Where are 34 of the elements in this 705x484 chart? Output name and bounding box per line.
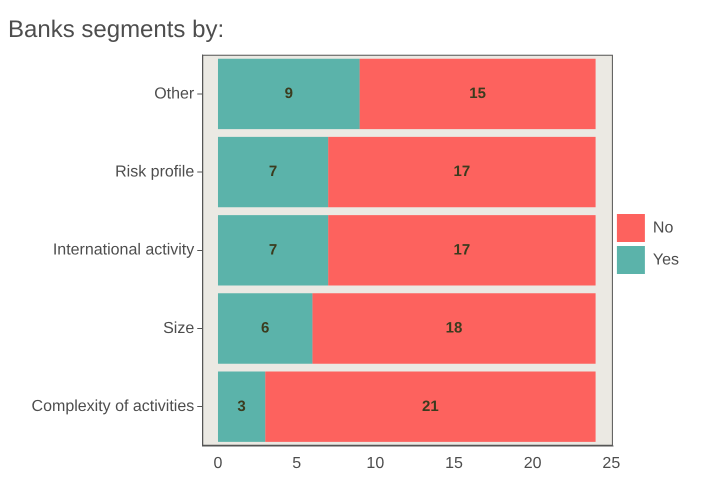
data-label: 21 bbox=[422, 398, 439, 415]
y-tick-label: Complexity of activities bbox=[32, 398, 194, 416]
y-tick-label: Risk profile bbox=[115, 164, 194, 181]
x-tick-label: 20 bbox=[524, 454, 542, 472]
data-label: 7 bbox=[268, 241, 278, 258]
x-tick-label: 0 bbox=[214, 454, 223, 472]
x-tick-label: 10 bbox=[366, 454, 384, 472]
bar bbox=[265, 372, 596, 442]
y-tick-label: Other bbox=[154, 85, 195, 102]
y-tick-label: Size bbox=[163, 320, 194, 337]
legend-label: Yes bbox=[652, 251, 680, 268]
bar bbox=[328, 215, 596, 286]
data-label: 6 bbox=[261, 320, 270, 337]
bar bbox=[312, 293, 596, 364]
bar bbox=[218, 136, 328, 208]
data-label: 15 bbox=[469, 85, 486, 102]
bar bbox=[360, 58, 596, 130]
bar bbox=[218, 293, 312, 364]
bar bbox=[218, 372, 266, 442]
x-tick-label: 25 bbox=[602, 454, 620, 472]
x-tick-label: 5 bbox=[292, 454, 302, 472]
bar bbox=[218, 215, 328, 286]
data-label: 9 bbox=[284, 85, 293, 102]
data-label: 17 bbox=[454, 163, 470, 180]
data-label: 7 bbox=[268, 163, 278, 180]
x-tick-label: 15 bbox=[445, 454, 463, 472]
chart-title: Banks segments by: bbox=[8, 16, 224, 44]
bar bbox=[328, 136, 596, 208]
data-label: 18 bbox=[446, 320, 462, 337]
legend-label: No bbox=[652, 219, 674, 236]
data-label: 3 bbox=[237, 398, 246, 415]
bar bbox=[218, 58, 360, 130]
y-tick-label: International activity bbox=[52, 242, 194, 259]
data-label: 17 bbox=[454, 241, 470, 258]
